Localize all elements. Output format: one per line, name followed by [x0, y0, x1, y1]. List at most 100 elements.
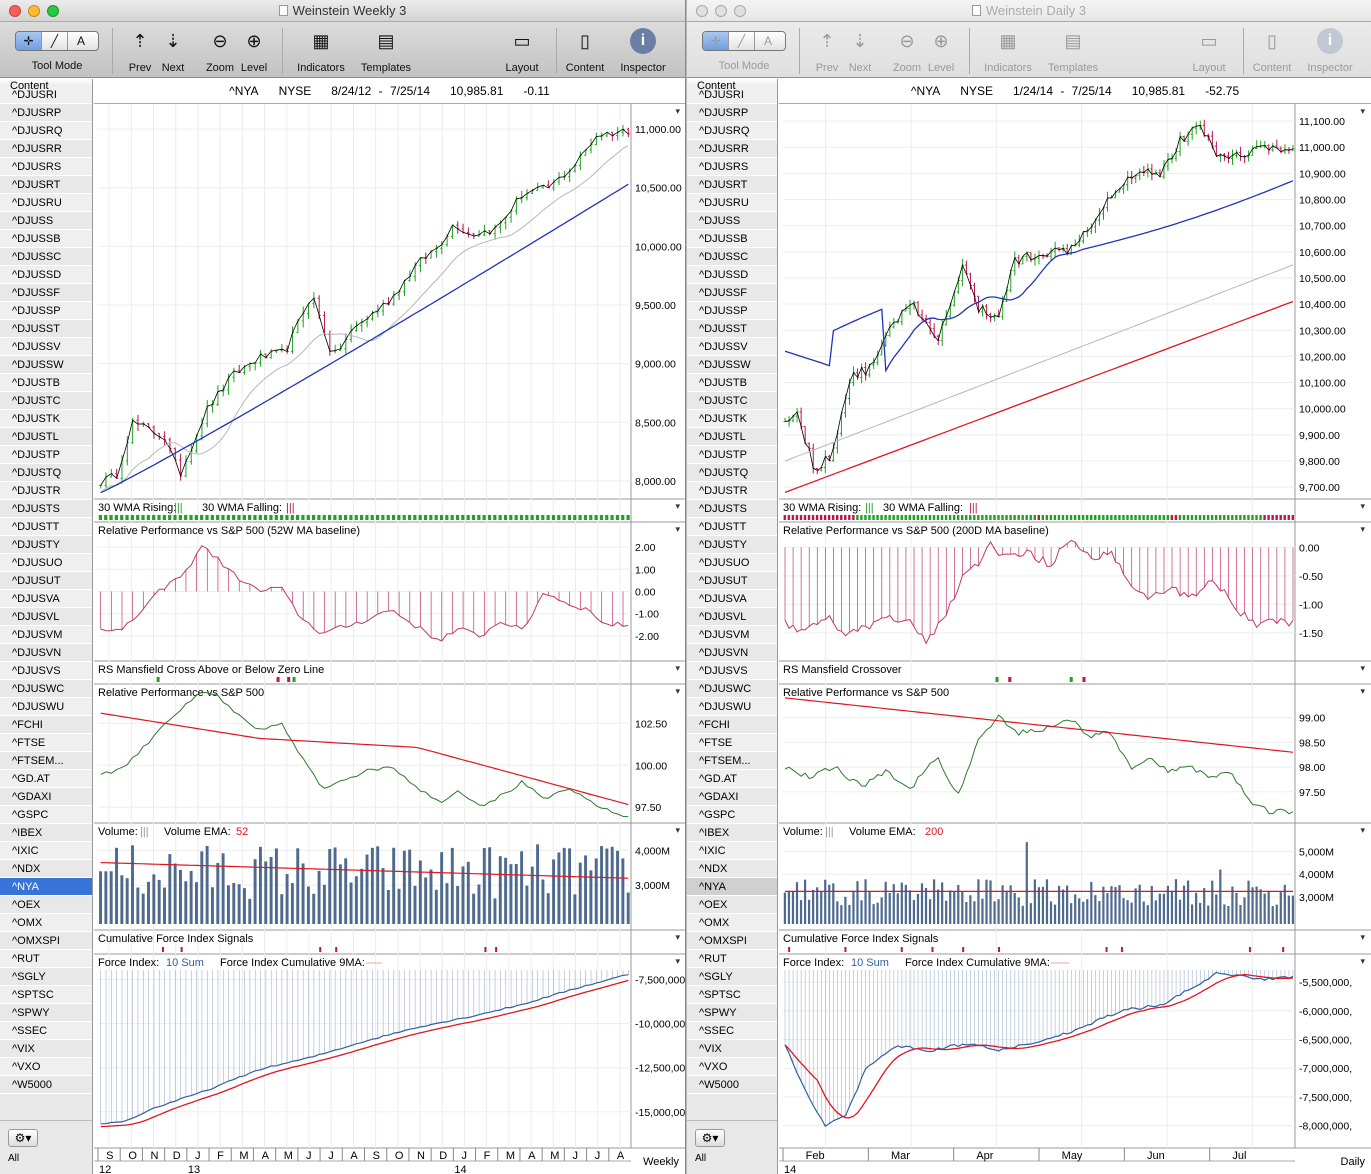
- symbol-list-item[interactable]: ^NDX: [687, 860, 777, 878]
- symbol-list-item[interactable]: ^DJUSSV: [687, 338, 777, 356]
- symbol-list-item[interactable]: ^DJUSTL: [687, 428, 777, 446]
- symbol-list-item[interactable]: ^DJUSRR: [687, 140, 777, 158]
- symbol-list-item[interactable]: ^DJUSVN: [0, 644, 92, 662]
- tool-mode-control[interactable]: ✛ ╱ A Tool Mode: [702, 26, 786, 72]
- symbol-list-item[interactable]: ^DJUSSD: [0, 266, 92, 284]
- symbol-list-item[interactable]: ^GD.AT: [0, 770, 92, 788]
- symbol-list-item[interactable]: ^DJUSRS: [0, 158, 92, 176]
- symbol-list-item[interactable]: ^RUT: [687, 950, 777, 968]
- symbol-list-item[interactable]: ^SPWY: [687, 1004, 777, 1022]
- symbol-list-item[interactable]: ^SGLY: [687, 968, 777, 986]
- symbol-list-item[interactable]: ^DJUSVN: [687, 644, 777, 662]
- close-window-button[interactable]: [9, 5, 21, 17]
- symbol-list-item[interactable]: ^DJUSTK: [687, 410, 777, 428]
- symbol-list-item[interactable]: ^W5000: [0, 1076, 92, 1094]
- symbol-list-item[interactable]: ^DJUSWC: [0, 680, 92, 698]
- zoom-window-button[interactable]: [47, 5, 59, 17]
- symbol-list-item[interactable]: ^DJUSTL: [0, 428, 92, 446]
- layout-button[interactable]: ▭ Layout: [1185, 26, 1233, 75]
- symbol-list-item[interactable]: ^DJUSTR: [687, 482, 777, 500]
- symbol-list-item[interactable]: ^DJUSRI: [687, 86, 777, 104]
- symbol-list-item[interactable]: ^GD.AT: [687, 770, 777, 788]
- symbol-list[interactable]: ^DJUSRI ^DJUSRP ^DJUSRQ ^DJUSRR ^DJUSRS ^DJUS…: [687, 86, 777, 1094]
- symbol-list-item[interactable]: ^DJUSTP: [687, 446, 777, 464]
- symbol-list-item[interactable]: ^OMXSPI: [0, 932, 92, 950]
- symbol-list-item[interactable]: ^DJUSSC: [687, 248, 777, 266]
- text-tool-icon[interactable]: A: [76, 34, 85, 48]
- symbol-list-item[interactable]: ^DJUSRP: [0, 104, 92, 122]
- symbol-list-item[interactable]: ^RUT: [0, 950, 92, 968]
- content-sidebar[interactable]: Content ^DJUSRI^DJUSRP^DJUSRQ^DJUSRR^DJU…: [687, 79, 778, 1174]
- symbol-list-item[interactable]: ^DJUSVA: [0, 590, 92, 608]
- symbol-list-item[interactable]: ^DJUSRR: [0, 140, 92, 158]
- symbol-list-item[interactable]: ^DJUSVA: [687, 590, 777, 608]
- text-tool-icon[interactable]: A: [763, 34, 772, 48]
- symbol-list-item[interactable]: ^DJUSTT: [687, 518, 777, 536]
- content-sidebar[interactable]: Content ^DJUSRI^DJUSRP^DJUSRQ^DJUSRR^DJU…: [0, 79, 93, 1174]
- symbol-list-item[interactable]: ^FCHI: [0, 716, 92, 734]
- inspector-button[interactable]: i Inspector: [1301, 26, 1359, 74]
- symbol-list-item[interactable]: ^DJUSTY: [0, 536, 92, 554]
- symbol-list-item[interactable]: ^NYA: [0, 878, 92, 896]
- symbol-list-item[interactable]: ^OMX: [0, 914, 92, 932]
- symbol-list-item[interactable]: ^FTSE: [687, 734, 777, 752]
- symbol-list-item[interactable]: ^DJUSRT: [687, 176, 777, 194]
- period-label[interactable]: Daily: [1340, 1156, 1365, 1168]
- next-button[interactable]: ⇣ Next: [158, 26, 188, 75]
- zoom-in-button[interactable]: ⊕ Level: [236, 26, 272, 75]
- chart-panes[interactable]: ▾ ▾ ▾ ▾ ▾ ▾ ▾ ▾ 11,000.00 10,500.00 10,000.00 9,500…: [94, 104, 686, 1174]
- symbol-list-item[interactable]: ^DJUSVM: [0, 626, 92, 644]
- symbol-list-item[interactable]: ^DJUSSF: [0, 284, 92, 302]
- symbol-list-item[interactable]: ^DJUSRT: [0, 176, 92, 194]
- symbol-list-item[interactable]: ^VIX: [0, 1040, 92, 1058]
- inspector-button[interactable]: i Inspector: [614, 26, 672, 74]
- crosshair-icon[interactable]: ✛: [16, 32, 42, 50]
- weekly-chart-window[interactable]: Weinstein Weekly 3 ✛ ╱ A Tool Mode ⇡ Prev ⇣…: [0, 0, 686, 1174]
- gear-icon[interactable]: ⚙▾: [8, 1129, 38, 1147]
- symbol-list[interactable]: ^DJUSRI ^DJUSRP ^DJUSRQ ^DJUSRR ^DJUSRS ^DJUS…: [0, 86, 92, 1094]
- symbol-list-item[interactable]: ^FTSEM...: [687, 752, 777, 770]
- symbol-list-item[interactable]: ^NDX: [0, 860, 92, 878]
- symbol-list-item[interactable]: ^DJUSTR: [0, 482, 92, 500]
- symbol-list-item[interactable]: ^DJUSRI: [0, 86, 92, 104]
- symbol-list-item[interactable]: ^NYA: [687, 878, 777, 896]
- window-titlebar[interactable]: Weinstein Weekly 3: [0, 0, 685, 22]
- symbol-list-item[interactable]: ^DJUSTB: [0, 374, 92, 392]
- symbol-list-item[interactable]: ^SPWY: [0, 1004, 92, 1022]
- symbol-list-item[interactable]: ^IXIC: [687, 842, 777, 860]
- daily-chart-window[interactable]: Weinstein Daily 3 ✛ ╱ A Tool Mode ⇡ Prev ⇣ N…: [687, 0, 1371, 1174]
- symbol-list-item[interactable]: ^OEX: [687, 896, 777, 914]
- symbol-list-item[interactable]: ^OMXSPI: [687, 932, 777, 950]
- layout-button[interactable]: ▭ Layout: [498, 26, 546, 75]
- symbol-list-item[interactable]: ^FTSEM...: [0, 752, 92, 770]
- symbol-list-item[interactable]: ^IXIC: [0, 842, 92, 860]
- symbol-list-item[interactable]: ^DJUSTP: [0, 446, 92, 464]
- window-titlebar[interactable]: Weinstein Daily 3: [687, 0, 1371, 22]
- symbol-list-item[interactable]: ^OEX: [0, 896, 92, 914]
- symbol-list-item[interactable]: ^FCHI: [687, 716, 777, 734]
- symbol-list-item[interactable]: ^IBEX: [0, 824, 92, 842]
- symbol-list-item[interactable]: ^DJUSRU: [687, 194, 777, 212]
- line-tool-icon[interactable]: ╱: [42, 32, 68, 50]
- symbol-list-item[interactable]: ^GSPC: [0, 806, 92, 824]
- symbol-list-item[interactable]: ^DJUSVS: [687, 662, 777, 680]
- templates-button[interactable]: ▤ Templates: [1043, 26, 1103, 75]
- content-button[interactable]: ▯ Content: [562, 26, 608, 75]
- prev-button[interactable]: ⇡ Prev: [125, 26, 155, 75]
- symbol-list-item[interactable]: ^DJUSTS: [687, 500, 777, 518]
- symbol-list-item[interactable]: ^DJUSUO: [687, 554, 777, 572]
- symbol-list-item[interactable]: ^DJUSWU: [0, 698, 92, 716]
- symbol-list-item[interactable]: ^DJUSSB: [0, 230, 92, 248]
- symbol-list-item[interactable]: ^DJUSS: [0, 212, 92, 230]
- symbol-list-item[interactable]: ^DJUSUT: [687, 572, 777, 590]
- symbol-list-item[interactable]: ^DJUSSB: [687, 230, 777, 248]
- symbol-list-item[interactable]: ^DJUSUO: [0, 554, 92, 572]
- symbol-list-item[interactable]: ^GSPC: [687, 806, 777, 824]
- symbol-list-item[interactable]: ^GDAXI: [0, 788, 92, 806]
- next-button[interactable]: ⇣ Next: [845, 26, 875, 75]
- symbol-list-item[interactable]: ^DJUSS: [687, 212, 777, 230]
- symbol-list-item[interactable]: ^DJUSSP: [687, 302, 777, 320]
- symbol-list-item[interactable]: ^SSEC: [687, 1022, 777, 1040]
- symbol-list-item[interactable]: ^DJUSRP: [687, 104, 777, 122]
- close-window-button[interactable]: [696, 5, 708, 17]
